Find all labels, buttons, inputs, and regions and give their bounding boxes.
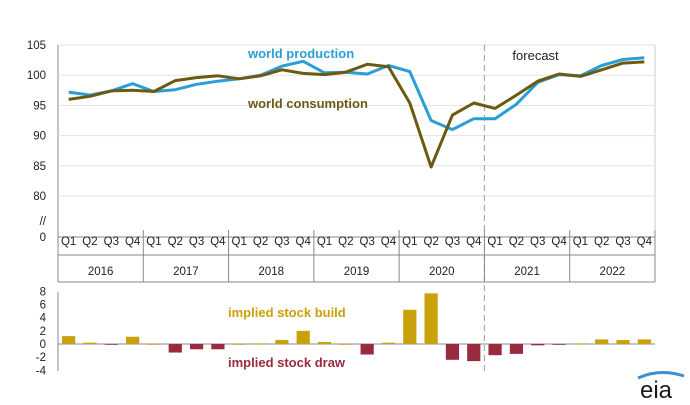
top-y-tick-label: 95 (33, 100, 46, 112)
bar-stock-draw (211, 344, 225, 350)
top-y-break-label: // (40, 216, 47, 228)
bar-stock-build (253, 343, 268, 345)
bar-stock-build (296, 330, 310, 344)
eia-logo-swoosh (637, 371, 685, 380)
quarter-tick-label: Q4 (296, 236, 312, 248)
top-y-tick-label: 100 (27, 70, 46, 82)
eia-logo: eia (637, 371, 685, 404)
quarter-year-axis: Q1 Q2 Q3 Q4 Q1 Q2 Q3 Q4 Q1 Q2 Q3 Q4 Q1 Q2 Q3 Q4 Q1 Q2 Q3 Q4… (57, 230, 656, 283)
bar-stock-build (573, 343, 587, 345)
quarter-tick-label: Q3 (189, 236, 204, 248)
bar-stock-build (275, 340, 289, 344)
bottom-y-tick-label: 8 (40, 286, 46, 298)
bottom-y-tick-label: 4 (40, 313, 47, 325)
series-label-build: implied stock build (228, 305, 346, 320)
bar-stock-draw (104, 344, 118, 345)
year-tick-label: 2016 (88, 266, 114, 278)
series-label-draw: implied stock draw (228, 355, 346, 370)
bar-stock-draw (531, 344, 545, 346)
top-y-zero-label: 0 (40, 232, 46, 244)
quarter-tick-label: Q3 (274, 236, 289, 248)
bar-stock-draw (445, 344, 460, 360)
bottom-y-tick-label: 2 (40, 326, 46, 338)
series-line-world-consumption (68, 60, 645, 169)
quarter-tick-label: Q2 (168, 236, 183, 248)
quarter-tick-label: Q4 (125, 236, 141, 248)
bar-stock-build (616, 340, 630, 344)
quarter-tick-label: Q2 (253, 236, 268, 248)
bottom-y-tick-label: 0 (40, 339, 46, 351)
bar-stock-draw (488, 344, 502, 356)
quarter-tick-label: Q2 (423, 236, 438, 248)
forecast-label: forecast (512, 48, 559, 63)
bottom-y-tick-label: -2 (36, 352, 46, 364)
eia-logo-text: eia (640, 377, 673, 404)
bar-stock-draw (467, 344, 481, 362)
quarter-tick-label: Q1 (146, 236, 161, 248)
top-y-tick-label: 90 (33, 131, 46, 143)
year-tick-label: 2022 (600, 266, 626, 278)
bar-stock-build (339, 344, 353, 345)
year-tick-label: 2019 (344, 266, 370, 278)
top-y-tick-label: 105 (27, 40, 46, 52)
quarter-tick-label: Q4 (381, 236, 397, 248)
bar-stock-build (381, 342, 396, 344)
quarter-tick-label: Q1 (61, 236, 76, 248)
year-tick-label: 2018 (258, 266, 284, 278)
quarter-tick-label: Q3 (615, 236, 630, 248)
quarter-tick-label: Q4 (210, 236, 226, 248)
bottom-y-tick-label: -4 (36, 365, 47, 377)
quarter-tick-label: Q2 (82, 236, 97, 248)
top-y-tick-label: 85 (33, 161, 46, 173)
year-tick-label: 2020 (429, 266, 455, 278)
bar-stock-draw (509, 344, 524, 354)
quarter-tick-label: Q2 (594, 236, 609, 248)
bar-stock-build (232, 344, 246, 345)
bar-stock-draw (360, 344, 374, 355)
quarter-tick-label: Q4 (551, 236, 567, 248)
quarter-tick-label: Q1 (402, 236, 417, 248)
quarter-tick-label: Q3 (104, 236, 119, 248)
year-tick-label: 2021 (514, 266, 540, 278)
bar-stock-build (62, 336, 76, 344)
bar-stock-draw (552, 344, 566, 345)
top-y-tick-label: 80 (33, 191, 46, 203)
quarter-tick-label: Q2 (338, 236, 353, 248)
bar-stock-build (147, 344, 161, 345)
bar-stock-draw (189, 344, 204, 350)
bar-stock-build (126, 336, 140, 344)
quarter-tick-label: Q4 (637, 236, 653, 248)
bottom-y-tick-label: 6 (40, 300, 46, 312)
quarter-tick-label: Q4 (466, 236, 482, 248)
bar-stock-build (637, 339, 651, 344)
bar-stock-build (83, 342, 97, 344)
quarter-tick-label: Q1 (573, 236, 588, 248)
quarter-tick-label: Q1 (232, 236, 247, 248)
bar-stock-build (403, 309, 417, 344)
year-tick-label: 2017 (173, 266, 199, 278)
quarter-tick-label: Q3 (445, 236, 460, 248)
quarter-tick-label: Q3 (530, 236, 545, 248)
bar-stock-draw (168, 344, 182, 353)
series-label-consumption: world consumption (247, 96, 368, 111)
quarter-tick-label: Q1 (317, 236, 332, 248)
bar-stock-build (424, 293, 438, 344)
bar-stock-build (595, 339, 609, 344)
quarter-tick-label: Q2 (509, 236, 524, 248)
bar-stock-build (317, 342, 332, 344)
series-label-production: world production (247, 46, 354, 61)
quarter-tick-label: Q3 (359, 236, 374, 248)
quarter-tick-label: Q1 (487, 236, 502, 248)
